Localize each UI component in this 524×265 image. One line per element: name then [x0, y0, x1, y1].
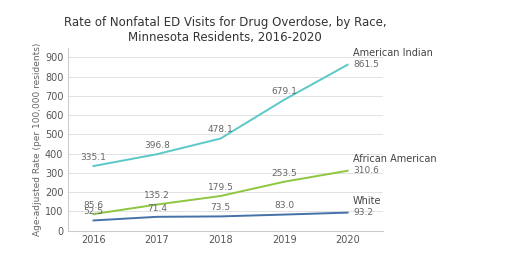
- Text: 135.2: 135.2: [144, 191, 170, 200]
- Text: 83.0: 83.0: [274, 201, 294, 210]
- Text: 679.1: 679.1: [271, 87, 297, 96]
- Text: 93.2: 93.2: [353, 208, 373, 217]
- Text: American Indian: American Indian: [353, 48, 433, 58]
- Text: 85.6: 85.6: [83, 201, 104, 210]
- Text: 335.1: 335.1: [81, 153, 106, 162]
- Text: White: White: [353, 196, 381, 206]
- Text: 73.5: 73.5: [211, 203, 231, 212]
- Text: 861.5: 861.5: [353, 60, 379, 69]
- Text: 253.5: 253.5: [271, 169, 297, 178]
- Text: 478.1: 478.1: [208, 125, 233, 134]
- Text: African American: African American: [353, 154, 437, 164]
- Y-axis label: Age-adjusted Rate (per 100,000 residents): Age-adjusted Rate (per 100,000 residents…: [33, 42, 42, 236]
- Text: 310.6: 310.6: [353, 166, 379, 175]
- Text: 52.5: 52.5: [83, 207, 104, 216]
- Title: Rate of Nonfatal ED Visits for Drug Overdose, by Race,
Minnesota Residents, 2016: Rate of Nonfatal ED Visits for Drug Over…: [64, 16, 387, 44]
- Text: 71.4: 71.4: [147, 204, 167, 213]
- Text: 396.8: 396.8: [144, 141, 170, 150]
- Text: 179.5: 179.5: [208, 183, 234, 192]
